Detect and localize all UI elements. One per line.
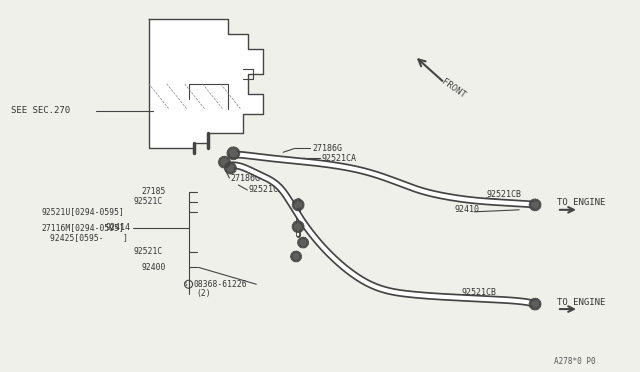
Polygon shape bbox=[298, 237, 308, 248]
Circle shape bbox=[300, 240, 306, 246]
Text: 27186G: 27186G bbox=[230, 174, 260, 183]
Polygon shape bbox=[529, 298, 541, 310]
Text: 92425[0595-    ]: 92425[0595- ] bbox=[50, 233, 128, 242]
Circle shape bbox=[221, 159, 228, 166]
Text: 92521C: 92521C bbox=[133, 198, 163, 206]
Text: TO ENGINE: TO ENGINE bbox=[557, 298, 605, 307]
Text: SEE SEC.270: SEE SEC.270 bbox=[12, 106, 70, 115]
Polygon shape bbox=[292, 221, 304, 233]
Polygon shape bbox=[292, 199, 304, 211]
Polygon shape bbox=[227, 147, 240, 160]
Text: (2): (2) bbox=[196, 289, 211, 298]
Text: 92400: 92400 bbox=[142, 263, 166, 272]
Text: A278*0 P0: A278*0 P0 bbox=[554, 357, 596, 366]
Text: 92521CB: 92521CB bbox=[461, 288, 497, 297]
Text: 92410: 92410 bbox=[454, 205, 479, 214]
Text: 08368-61226: 08368-61226 bbox=[193, 280, 247, 289]
Text: 92521C: 92521C bbox=[133, 247, 163, 256]
Circle shape bbox=[532, 201, 538, 208]
Circle shape bbox=[532, 301, 538, 308]
Circle shape bbox=[293, 253, 299, 259]
Circle shape bbox=[229, 149, 237, 157]
Text: 92414: 92414 bbox=[106, 223, 131, 232]
Polygon shape bbox=[291, 251, 302, 262]
Text: 92521CB: 92521CB bbox=[486, 190, 521, 199]
Text: 27186G: 27186G bbox=[312, 144, 342, 153]
Text: S: S bbox=[184, 282, 188, 287]
Polygon shape bbox=[224, 162, 237, 174]
Circle shape bbox=[294, 201, 301, 208]
Text: 27116M[0294-0595]: 27116M[0294-0595] bbox=[42, 223, 124, 232]
Circle shape bbox=[227, 165, 234, 171]
Polygon shape bbox=[148, 19, 263, 148]
Polygon shape bbox=[529, 199, 541, 211]
Text: FRONT: FRONT bbox=[440, 77, 467, 100]
Text: 92521CA: 92521CA bbox=[248, 186, 284, 195]
Circle shape bbox=[294, 223, 301, 230]
Text: TO ENGINE: TO ENGINE bbox=[557, 198, 605, 207]
Text: 92521CA: 92521CA bbox=[322, 154, 357, 163]
Text: 27185: 27185 bbox=[142, 187, 166, 196]
Text: 92521U[0294-0595]: 92521U[0294-0595] bbox=[42, 207, 124, 216]
Polygon shape bbox=[218, 156, 230, 169]
